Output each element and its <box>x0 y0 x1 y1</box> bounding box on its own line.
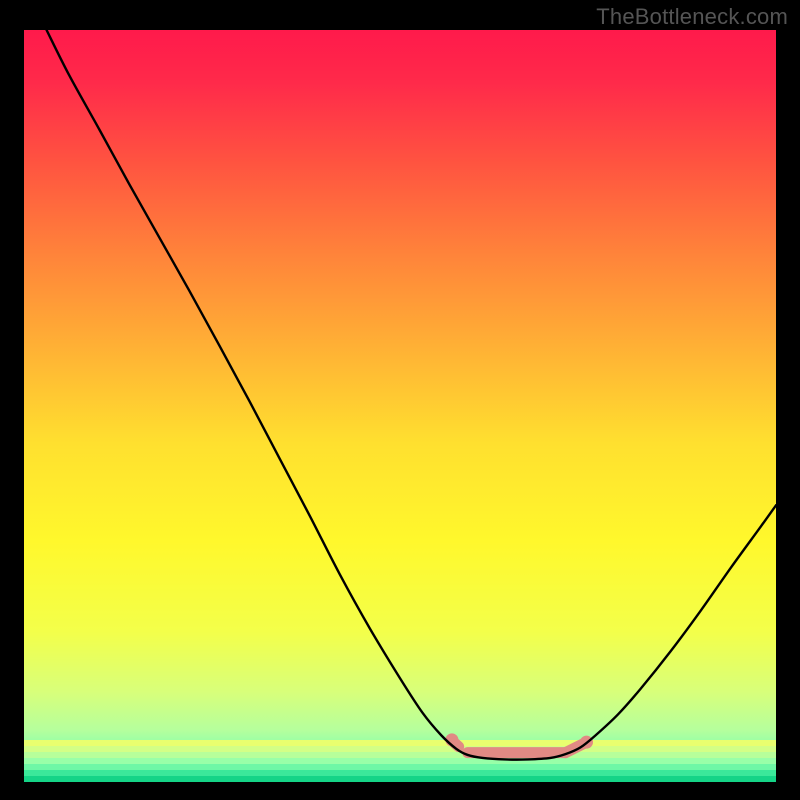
bottom-band <box>24 764 776 771</box>
bottom-band <box>24 752 776 759</box>
bottom-band <box>24 740 776 747</box>
chart-svg <box>24 30 776 782</box>
plot-area <box>24 30 776 782</box>
bottom-band <box>24 770 776 777</box>
bottom-band <box>24 758 776 765</box>
bottom-band <box>24 776 776 782</box>
bottom-band <box>24 746 776 753</box>
watermark-text: TheBottleneck.com <box>596 4 788 30</box>
chart-frame: TheBottleneck.com <box>0 0 800 800</box>
gradient-background <box>24 30 776 782</box>
